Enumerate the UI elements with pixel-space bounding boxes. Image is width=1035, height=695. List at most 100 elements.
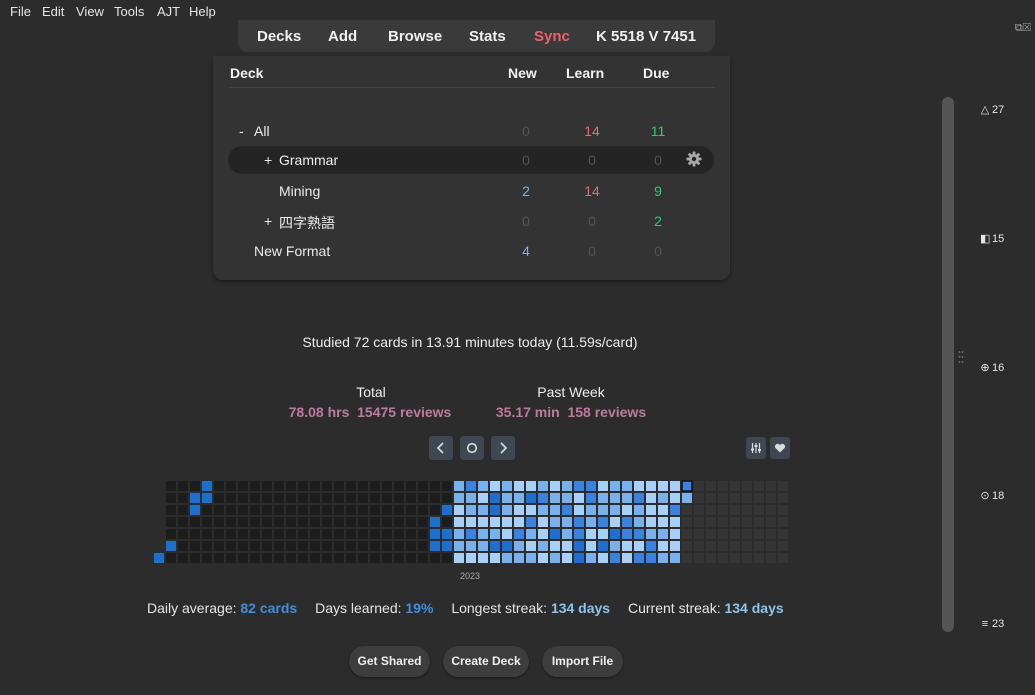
heatmap-cell[interactable] (298, 529, 308, 539)
heatmap-cell[interactable] (682, 529, 692, 539)
heatmap-cell[interactable] (658, 481, 668, 491)
heatmap-cell[interactable] (586, 541, 596, 551)
heatmap-cell[interactable] (766, 541, 776, 551)
heatmap-cell[interactable] (670, 493, 680, 503)
heatmap-cell[interactable] (526, 493, 536, 503)
heatmap-cell[interactable] (370, 553, 380, 563)
heatmap-cell[interactable] (358, 529, 368, 539)
heatmap-cell[interactable] (634, 553, 644, 563)
heatmap-cell[interactable] (442, 493, 452, 503)
heatmap-cell[interactable] (466, 505, 476, 515)
heatmap-cell[interactable] (502, 553, 512, 563)
heatmap-cell[interactable] (382, 493, 392, 503)
heatmap-cell[interactable] (394, 553, 404, 563)
heatmap-cell[interactable] (358, 481, 368, 491)
heatmap-cell[interactable] (610, 541, 620, 551)
heatmap-cell[interactable] (526, 553, 536, 563)
heatmap-cell[interactable] (322, 517, 332, 527)
heatmap-cell[interactable] (502, 541, 512, 551)
heatmap-cell[interactable] (466, 529, 476, 539)
heatmap-cell[interactable] (754, 517, 764, 527)
heatmap-cell[interactable] (634, 541, 644, 551)
heatmap-cell[interactable] (538, 493, 548, 503)
heatmap-cell[interactable] (238, 493, 248, 503)
heatmap-today-button[interactable] (460, 436, 484, 460)
heatmap-cell[interactable] (538, 481, 548, 491)
heatmap-cell[interactable] (442, 505, 452, 515)
heatmap-cell[interactable] (418, 517, 428, 527)
import-file-button[interactable]: Import File (542, 646, 623, 677)
heatmap-cell[interactable] (610, 529, 620, 539)
heatmap-cell[interactable] (454, 505, 464, 515)
heatmap-cell[interactable] (634, 517, 644, 527)
heatmap-cell[interactable] (310, 493, 320, 503)
heatmap-cell[interactable] (166, 481, 176, 491)
heatmap-cell[interactable] (730, 505, 740, 515)
heatmap-cell[interactable] (346, 541, 356, 551)
heatmap-cell[interactable] (202, 553, 212, 563)
heatmap-cell[interactable] (394, 493, 404, 503)
heatmap-cell[interactable] (562, 481, 572, 491)
heatmap-cell[interactable] (766, 553, 776, 563)
heatmap-cell[interactable] (394, 481, 404, 491)
heatmap-cell[interactable] (346, 553, 356, 563)
heatmap-cell[interactable] (454, 481, 464, 491)
heatmap-cell[interactable] (442, 541, 452, 551)
heatmap-cell[interactable] (670, 517, 680, 527)
heatmap-cell[interactable] (322, 505, 332, 515)
heatmap-cell[interactable] (754, 553, 764, 563)
heatmap-cell[interactable] (670, 529, 680, 539)
heatmap-cell[interactable] (430, 481, 440, 491)
heatmap-cell[interactable] (538, 505, 548, 515)
heatmap-cell[interactable] (358, 553, 368, 563)
heatmap-cell[interactable] (178, 517, 188, 527)
deck-name[interactable]: New Format (254, 243, 331, 259)
heatmap-cell[interactable] (586, 517, 596, 527)
heatmap-cell[interactable] (658, 517, 668, 527)
heatmap-cell[interactable] (274, 517, 284, 527)
heatmap-cell[interactable] (622, 553, 632, 563)
heatmap-cell[interactable] (574, 517, 584, 527)
heatmap-cell[interactable] (646, 505, 656, 515)
heatmap-cell[interactable] (586, 553, 596, 563)
heatmap-cell[interactable] (478, 553, 488, 563)
heatmap-cell[interactable] (562, 493, 572, 503)
heatmap-cell[interactable] (742, 541, 752, 551)
heatmap-cell[interactable] (490, 529, 500, 539)
heatmap-cell[interactable] (646, 481, 656, 491)
heatmap-cell[interactable] (430, 541, 440, 551)
gear-icon[interactable] (686, 151, 702, 167)
heatmap-cell[interactable] (526, 481, 536, 491)
heatmap-cell[interactable] (670, 505, 680, 515)
heatmap-cell[interactable] (166, 505, 176, 515)
heatmap-cell[interactable] (682, 553, 692, 563)
heatmap-cell[interactable] (778, 505, 788, 515)
heatmap-cell[interactable] (622, 505, 632, 515)
heatmap-cell[interactable] (514, 481, 524, 491)
heatmap-cell[interactable] (622, 517, 632, 527)
heatmap-cell[interactable] (178, 505, 188, 515)
heatmap-cell[interactable] (286, 505, 296, 515)
heatmap-cell[interactable] (238, 481, 248, 491)
heatmap-cell[interactable] (262, 517, 272, 527)
heatmap-cell[interactable] (238, 529, 248, 539)
toolbar-counter[interactable]: K 5518 V 7451 (596, 28, 697, 45)
heatmap-cell[interactable] (538, 553, 548, 563)
heatmap-cell[interactable] (646, 541, 656, 551)
heatmap-cell[interactable] (730, 517, 740, 527)
heatmap-cell[interactable] (490, 505, 500, 515)
heatmap-cell[interactable] (370, 493, 380, 503)
heatmap-cell[interactable] (598, 505, 608, 515)
heatmap-cell[interactable] (634, 493, 644, 503)
toolbar-stats[interactable]: Stats (469, 28, 506, 45)
heatmap-cell[interactable] (550, 517, 560, 527)
heatmap-cell[interactable] (214, 529, 224, 539)
heatmap-cell[interactable] (274, 529, 284, 539)
heatmap-cell[interactable] (718, 493, 728, 503)
heatmap-cell[interactable] (742, 505, 752, 515)
heatmap-cell[interactable] (334, 553, 344, 563)
heatmap-cell[interactable] (778, 553, 788, 563)
heatmap-cell[interactable] (574, 553, 584, 563)
menu-file[interactable]: File (10, 4, 31, 19)
heatmap-cell[interactable] (238, 505, 248, 515)
